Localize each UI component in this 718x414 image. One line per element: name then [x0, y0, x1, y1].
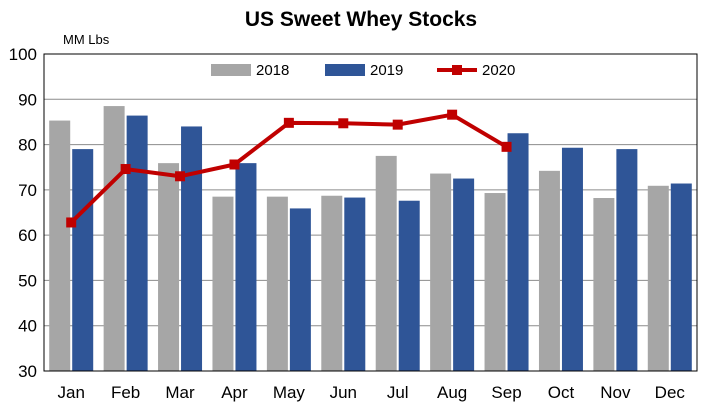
legend-marker-2020	[452, 65, 462, 75]
bar-2019-may	[289, 208, 311, 371]
point-2020-jun	[338, 118, 349, 129]
point-2020-may	[283, 117, 294, 128]
point-2020-jul	[392, 119, 403, 130]
legend-label-2019: 2019	[370, 62, 403, 79]
x-tick-label: Feb	[111, 383, 140, 402]
x-tick-label: Oct	[548, 383, 575, 402]
bar-2019-oct	[561, 147, 583, 371]
axis-labels: 30 40 50 60 70 80 90 100 Jan Feb Mar Apr May Jun Jul Au…	[9, 45, 686, 402]
bar-2019-aug	[453, 178, 475, 371]
x-tick-label: Dec	[655, 383, 686, 402]
legend-swatch-2018	[211, 64, 251, 76]
point-2020-sep	[501, 141, 512, 152]
bar-2019-jul	[398, 200, 420, 371]
x-tick-label: May	[273, 383, 306, 402]
bar-2018-mar	[158, 163, 180, 371]
bar-2018-apr	[212, 196, 234, 371]
y-tick-label: 40	[18, 317, 37, 336]
point-2020-jan	[66, 217, 77, 228]
bar-2018-jan	[49, 120, 71, 371]
point-2020-apr	[229, 159, 240, 170]
bar-2018-jul	[375, 155, 397, 371]
y-tick-label: 30	[18, 362, 37, 381]
y-axis-unit-label: MM Lbs	[63, 32, 110, 47]
x-tick-label: Jan	[57, 383, 84, 402]
point-2020-mar	[175, 171, 186, 182]
y-tick-label: 60	[18, 226, 37, 245]
bar-2019-feb	[126, 115, 148, 372]
legend-label-2018: 2018	[256, 62, 289, 79]
bar-2018-sep	[484, 193, 506, 371]
bar-2019-sep	[507, 133, 529, 371]
bar-2019-jun	[344, 197, 366, 371]
point-2020-feb	[120, 164, 131, 175]
legend: 2018 2019 2020	[211, 62, 515, 79]
legend-label-2020: 2020	[482, 62, 515, 79]
x-tick-label: Nov	[600, 383, 631, 402]
x-tick-label: Jun	[330, 383, 357, 402]
x-tick-label: Aug	[437, 383, 467, 402]
bar-2018-jun	[321, 195, 343, 371]
bar-2018-aug	[430, 173, 452, 371]
x-tick-label: Jul	[387, 383, 409, 402]
bar-2019-dec	[670, 183, 692, 371]
y-tick-label: 90	[18, 90, 37, 109]
bar-2018-oct	[538, 170, 560, 371]
bars	[49, 106, 692, 372]
y-tick-label: 80	[18, 136, 37, 155]
x-tick-label: Apr	[221, 383, 248, 402]
bar-2018-nov	[593, 198, 615, 371]
bar-2019-apr	[235, 163, 257, 371]
x-tick-label: Sep	[491, 383, 521, 402]
x-tick-label: Mar	[165, 383, 195, 402]
line-series	[66, 109, 512, 228]
y-tick-label: 70	[18, 181, 37, 200]
bar-2018-feb	[103, 106, 125, 371]
gridlines	[44, 98, 697, 327]
legend-swatch-2019	[325, 64, 365, 76]
point-2020-aug	[447, 109, 458, 120]
bar-2019-nov	[616, 149, 638, 371]
bar-2018-dec	[647, 185, 669, 371]
y-tick-label: 100	[9, 45, 37, 64]
bar-2019-jan	[72, 149, 94, 371]
y-tick-label: 50	[18, 271, 37, 290]
bar-2019-mar	[181, 126, 203, 371]
plot-area-frame	[43, 53, 698, 372]
bar-2018-may	[266, 196, 288, 371]
chart-title: US Sweet Whey Stocks	[245, 8, 477, 31]
